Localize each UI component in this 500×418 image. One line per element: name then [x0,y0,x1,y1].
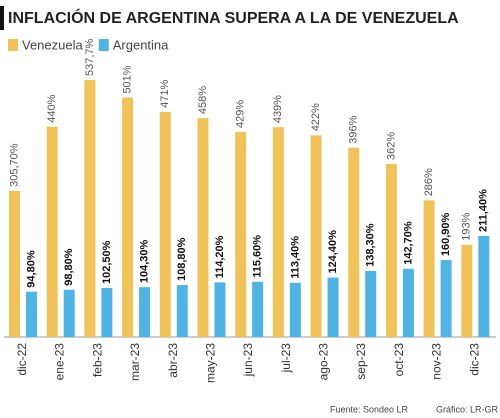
x-tick-label: abr-23 [166,343,180,378]
bar [440,260,452,337]
x-tick-label: nov-23 [430,343,444,380]
bar [310,135,322,337]
value-label: 102,50% [101,240,113,284]
credit: Gráfico: LR-GR [436,404,499,414]
bar [461,244,473,337]
bar [101,288,113,337]
bar [9,190,20,337]
source: Fuente: Sondeo LR [330,404,409,414]
x-tick-label: jul-23 [279,343,293,374]
bar [478,235,490,337]
x-tick-label: may-23 [203,343,217,383]
value-label: 440% [46,94,58,122]
bar [26,291,37,337]
x-tick-label: mar-23 [128,343,142,381]
value-label: 94,80% [25,250,37,288]
legend-label: Argentina [113,37,169,52]
value-label: 396% [348,115,360,143]
x-tick-label: feb-23 [90,343,104,377]
value-label: 98,80% [63,248,75,286]
bar [402,268,414,337]
value-label: 138,30% [365,223,377,267]
bar [365,270,377,337]
x-tick-label: ago-23 [317,343,331,381]
bar [348,147,360,337]
legend-label: Venezuela [22,37,83,52]
x-tick-label: ene-23 [53,343,67,381]
bar [327,277,339,337]
value-label: 362% [385,132,397,160]
bar [139,287,151,337]
x-tick-label: dic-22 [15,343,29,376]
value-label: 422% [310,103,322,131]
bar [289,282,301,337]
bar [159,111,171,338]
value-label: 113,40% [289,236,301,279]
chart-title: INFLACIÓN DE ARGENTINA SUPERA A LA DE VE… [8,8,459,27]
value-label: 211,40% [478,189,490,232]
legend-swatch [8,39,18,51]
bar [214,282,226,337]
value-label: 108,80% [176,237,188,281]
x-tick-label: jun-23 [241,343,255,378]
value-label: 458% [197,86,209,114]
bar [63,289,75,337]
bar [252,281,264,337]
value-label: 305,70% [8,143,20,187]
bar [385,163,397,337]
value-label: 439% [272,95,284,123]
bar [46,126,58,337]
bar [176,284,188,337]
value-label: 124,40% [327,230,339,274]
title-accent [0,6,4,30]
value-label: 537,7% [84,38,96,76]
x-tick-label: sep-23 [354,343,368,380]
legend-swatch [98,39,109,51]
bar [122,97,134,337]
bar [423,200,435,337]
x-tick-label: dic-23 [467,343,481,376]
value-label: 429% [235,100,247,128]
bar [235,131,247,337]
value-label: 471% [159,80,171,108]
value-label: 114,20% [214,235,226,278]
value-label: 160,90% [440,212,452,256]
value-label: 142,70% [402,221,414,265]
value-label: 115,60% [252,235,264,278]
bar [272,127,284,337]
bar [84,80,96,337]
bar [197,118,209,338]
x-tick-label: oct-23 [392,343,406,377]
value-label: 104,30% [138,240,150,284]
value-label: 501% [121,65,133,93]
value-label: 193% [461,212,473,240]
value-label: 286% [423,168,435,196]
